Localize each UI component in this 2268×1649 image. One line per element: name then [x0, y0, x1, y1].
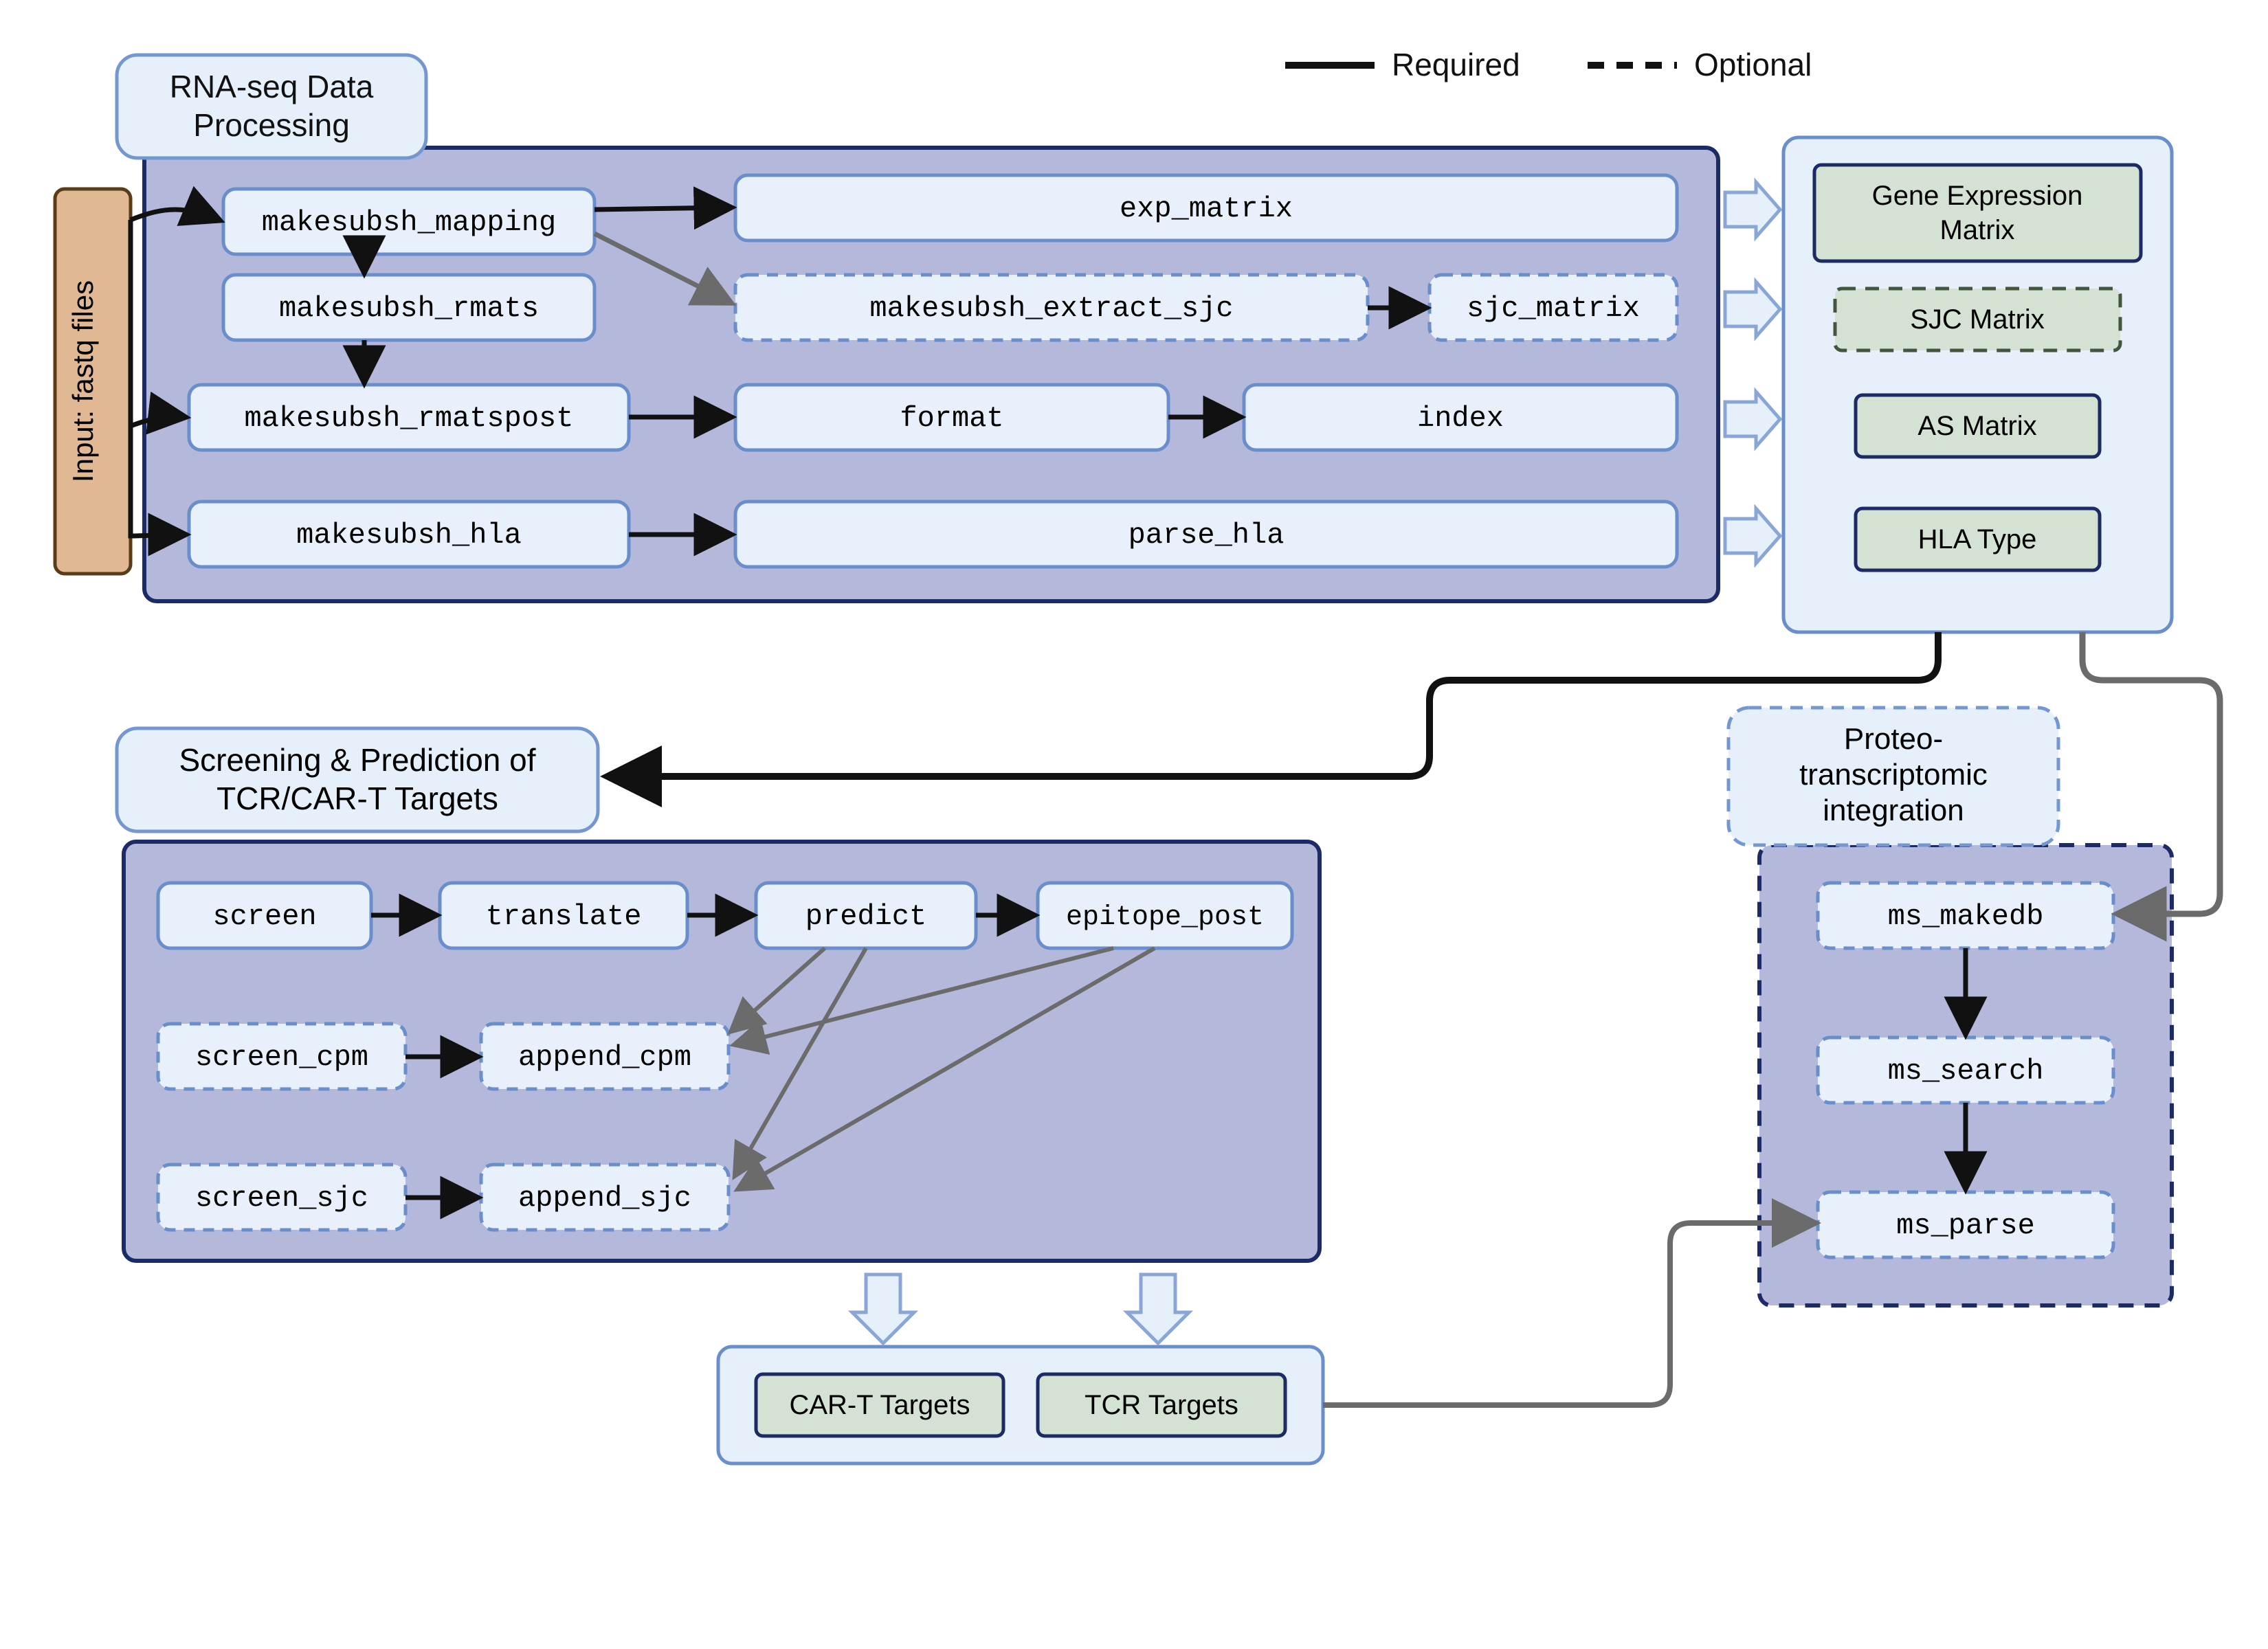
block-arrow-down-2: [1127, 1275, 1189, 1343]
node-predict-label: predict: [805, 900, 926, 933]
node-screen-sjc-label: screen_sjc: [195, 1182, 368, 1215]
node-hla-label: makesubsh_hla: [296, 519, 522, 552]
node-sjc-matrix-label: sjc_matrix: [1467, 292, 1640, 325]
output-gene-expr: [1814, 165, 2141, 261]
output-sjc-label: SJC Matrix: [1910, 304, 2045, 335]
section-screening-title-l2: TCR/CAR-T Targets: [216, 781, 498, 816]
section-rnaseq-title-line1: RNA-seq Data: [170, 69, 374, 104]
node-rmatspost-label: makesubsh_rmatspost: [245, 402, 574, 435]
node-rmats-label: makesubsh_rmats: [279, 292, 539, 325]
block-arrow-down-1: [852, 1275, 914, 1343]
input-fastq-label: Input: fastq files: [67, 280, 99, 482]
node-exp-matrix-label: exp_matrix: [1120, 192, 1293, 225]
block-arrow-3: [1725, 392, 1780, 447]
node-ms-makedb-label: ms_makedb: [1888, 900, 2044, 933]
section-proteo-title-l2: transcriptomic: [1799, 758, 1988, 792]
block-arrow-4: [1725, 508, 1780, 563]
block-arrow-2: [1725, 282, 1780, 337]
outputs-panel: Gene Expression Matrix SJC Matrix AS Mat…: [1783, 137, 2172, 632]
section-screening: Screening & Prediction of TCR/CAR-T Targ…: [117, 728, 1320, 1261]
section-rnaseq-title-line2: Processing: [193, 107, 350, 143]
node-append-sjc-label: append_sjc: [518, 1182, 691, 1215]
node-index-label: index: [1417, 402, 1504, 435]
block-arrow-1: [1725, 182, 1780, 237]
diagram-root: Required Optional RNA-seq Data Processin…: [0, 0, 2268, 1649]
legend-required-label: Required: [1392, 47, 1520, 82]
section-proteo-title-l1: Proteo-: [1844, 722, 1943, 756]
section-rnaseq: RNA-seq Data Processing makesubsh_mappin…: [117, 55, 1718, 601]
section-screening-title-l1: Screening & Prediction of: [179, 742, 535, 778]
node-format-label: format: [900, 402, 1003, 435]
output-gene-expr-l2: Matrix: [1940, 215, 2015, 245]
node-screen-label: screen: [212, 900, 316, 933]
output-tcr-label: TCR Targets: [1085, 1390, 1238, 1420]
node-epitope-post-label: epitope_post: [1066, 902, 1264, 933]
legend: Required Optional: [1285, 47, 1812, 82]
output-hla-label: HLA Type: [1918, 524, 2037, 554]
section-proteo-title-l3: integration: [1823, 794, 1964, 827]
legend-optional-label: Optional: [1694, 47, 1812, 82]
node-screen-cpm-label: screen_cpm: [195, 1041, 368, 1074]
node-append-cpm-label: append_cpm: [518, 1041, 691, 1074]
node-translate-label: translate: [486, 900, 642, 933]
node-extract-sjc-label: makesubsh_extract_sjc: [869, 292, 1233, 325]
input-fastq: Input: fastq files: [55, 189, 131, 574]
node-mapping-label: makesubsh_mapping: [262, 206, 556, 239]
node-ms-parse-label: ms_parse: [1896, 1209, 2035, 1242]
targets-panel: CAR-T Targets TCR Targets: [718, 1347, 1323, 1463]
output-as-label: AS Matrix: [1917, 411, 2036, 441]
output-car-t-label: CAR-T Targets: [789, 1390, 970, 1420]
section-proteo: Proteo- transcriptomic integration ms_ma…: [1728, 708, 2172, 1305]
output-gene-expr-l1: Gene Expression: [1872, 181, 2083, 211]
node-parse-hla-label: parse_hla: [1129, 519, 1285, 552]
node-ms-search-label: ms_search: [1888, 1055, 2044, 1088]
